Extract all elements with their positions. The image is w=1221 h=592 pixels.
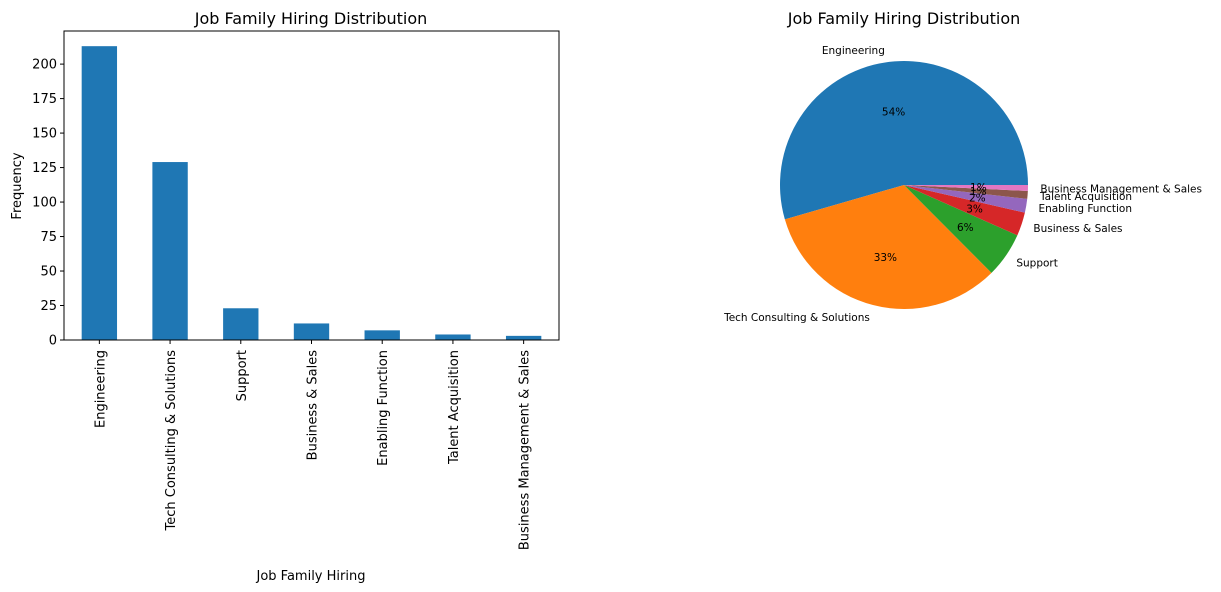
x-axis-ticks: Engineering Tech Consulting & Solutions Su… bbox=[93, 340, 533, 550]
x-tick-label: Business Management & Sales bbox=[518, 350, 533, 550]
slice-engineering bbox=[779, 60, 1029, 220]
pie-labels: Engineering 54% Tech Consulting & Solution… bbox=[723, 45, 1202, 324]
bar-enabling-function bbox=[364, 330, 400, 340]
slice-label: Business & Sales bbox=[1033, 223, 1122, 235]
y-tick-label: 100 bbox=[32, 196, 57, 211]
slice-tech-consulting-solutions bbox=[784, 185, 992, 309]
y-axis-label: Frequency bbox=[10, 152, 25, 219]
x-axis-label: Job Family Hiring bbox=[256, 569, 366, 584]
slice-business-management-sales bbox=[904, 185, 1028, 191]
x-tick-label: Talent Acquisition bbox=[447, 350, 462, 465]
slice-business-sales bbox=[904, 185, 1025, 236]
y-tick-label: 125 bbox=[32, 161, 57, 176]
slice-percent: 6% bbox=[957, 222, 974, 234]
slice-label: Engineering bbox=[822, 45, 885, 57]
bar-series bbox=[81, 46, 542, 341]
pie-chart: Job Family Hiring Distribution Engineeri… bbox=[723, 9, 1202, 324]
slice-enabling-function bbox=[904, 185, 1028, 213]
slice-label: Support bbox=[1016, 257, 1058, 269]
slice-label: Talent Acquisition bbox=[1039, 191, 1132, 203]
slice-percent: 54% bbox=[882, 106, 905, 118]
y-tick-label: 75 bbox=[40, 230, 57, 245]
y-tick-label: 25 bbox=[40, 299, 57, 314]
slice-support bbox=[904, 185, 1018, 273]
pie-chart-title: Job Family Hiring Distribution bbox=[787, 9, 1021, 28]
pie-slices bbox=[779, 60, 1029, 309]
bar-chart-title: Job Family Hiring Distribution bbox=[194, 9, 428, 28]
bar-business-management-sales bbox=[505, 335, 542, 340]
bar-talent-acquisition bbox=[435, 334, 471, 340]
slice-percent: 2% bbox=[969, 192, 986, 204]
y-tick-label: 0 bbox=[49, 334, 57, 349]
slice-talent-acquisition bbox=[904, 185, 1028, 199]
slice-label: Tech Consulting & Solutions bbox=[723, 312, 870, 324]
bar-tech-consulting-solutions bbox=[152, 162, 188, 340]
slice-percent: 1% bbox=[970, 182, 987, 194]
bar-business-sales bbox=[293, 323, 330, 340]
slice-percent: 33% bbox=[874, 252, 897, 264]
bar-chart: Job Family Hiring Distribution 0 25 50 75 10… bbox=[10, 9, 560, 584]
x-tick-label: Enabling Function bbox=[376, 350, 391, 466]
y-axis-ticks: 0 25 50 75 100 125 150 175 200 bbox=[32, 58, 64, 349]
slice-label: Enabling Function bbox=[1038, 203, 1132, 215]
slice-percent: 1% bbox=[970, 186, 987, 198]
x-tick-label: Support bbox=[235, 350, 250, 401]
y-tick-label: 175 bbox=[32, 92, 57, 107]
y-tick-label: 50 bbox=[40, 265, 57, 280]
y-tick-label: 150 bbox=[32, 127, 57, 142]
x-tick-label: Engineering bbox=[93, 350, 108, 428]
slice-label: Business Management & Sales bbox=[1040, 183, 1202, 195]
y-tick-label: 200 bbox=[32, 58, 57, 73]
x-tick-label: Business & Sales bbox=[306, 350, 321, 461]
bar-engineering bbox=[81, 46, 118, 341]
x-tick-label: Tech Consulting & Solutions bbox=[164, 350, 179, 532]
bar-support bbox=[223, 308, 259, 340]
bar-plot-frame bbox=[63, 30, 560, 341]
slice-percent: 3% bbox=[966, 204, 983, 216]
